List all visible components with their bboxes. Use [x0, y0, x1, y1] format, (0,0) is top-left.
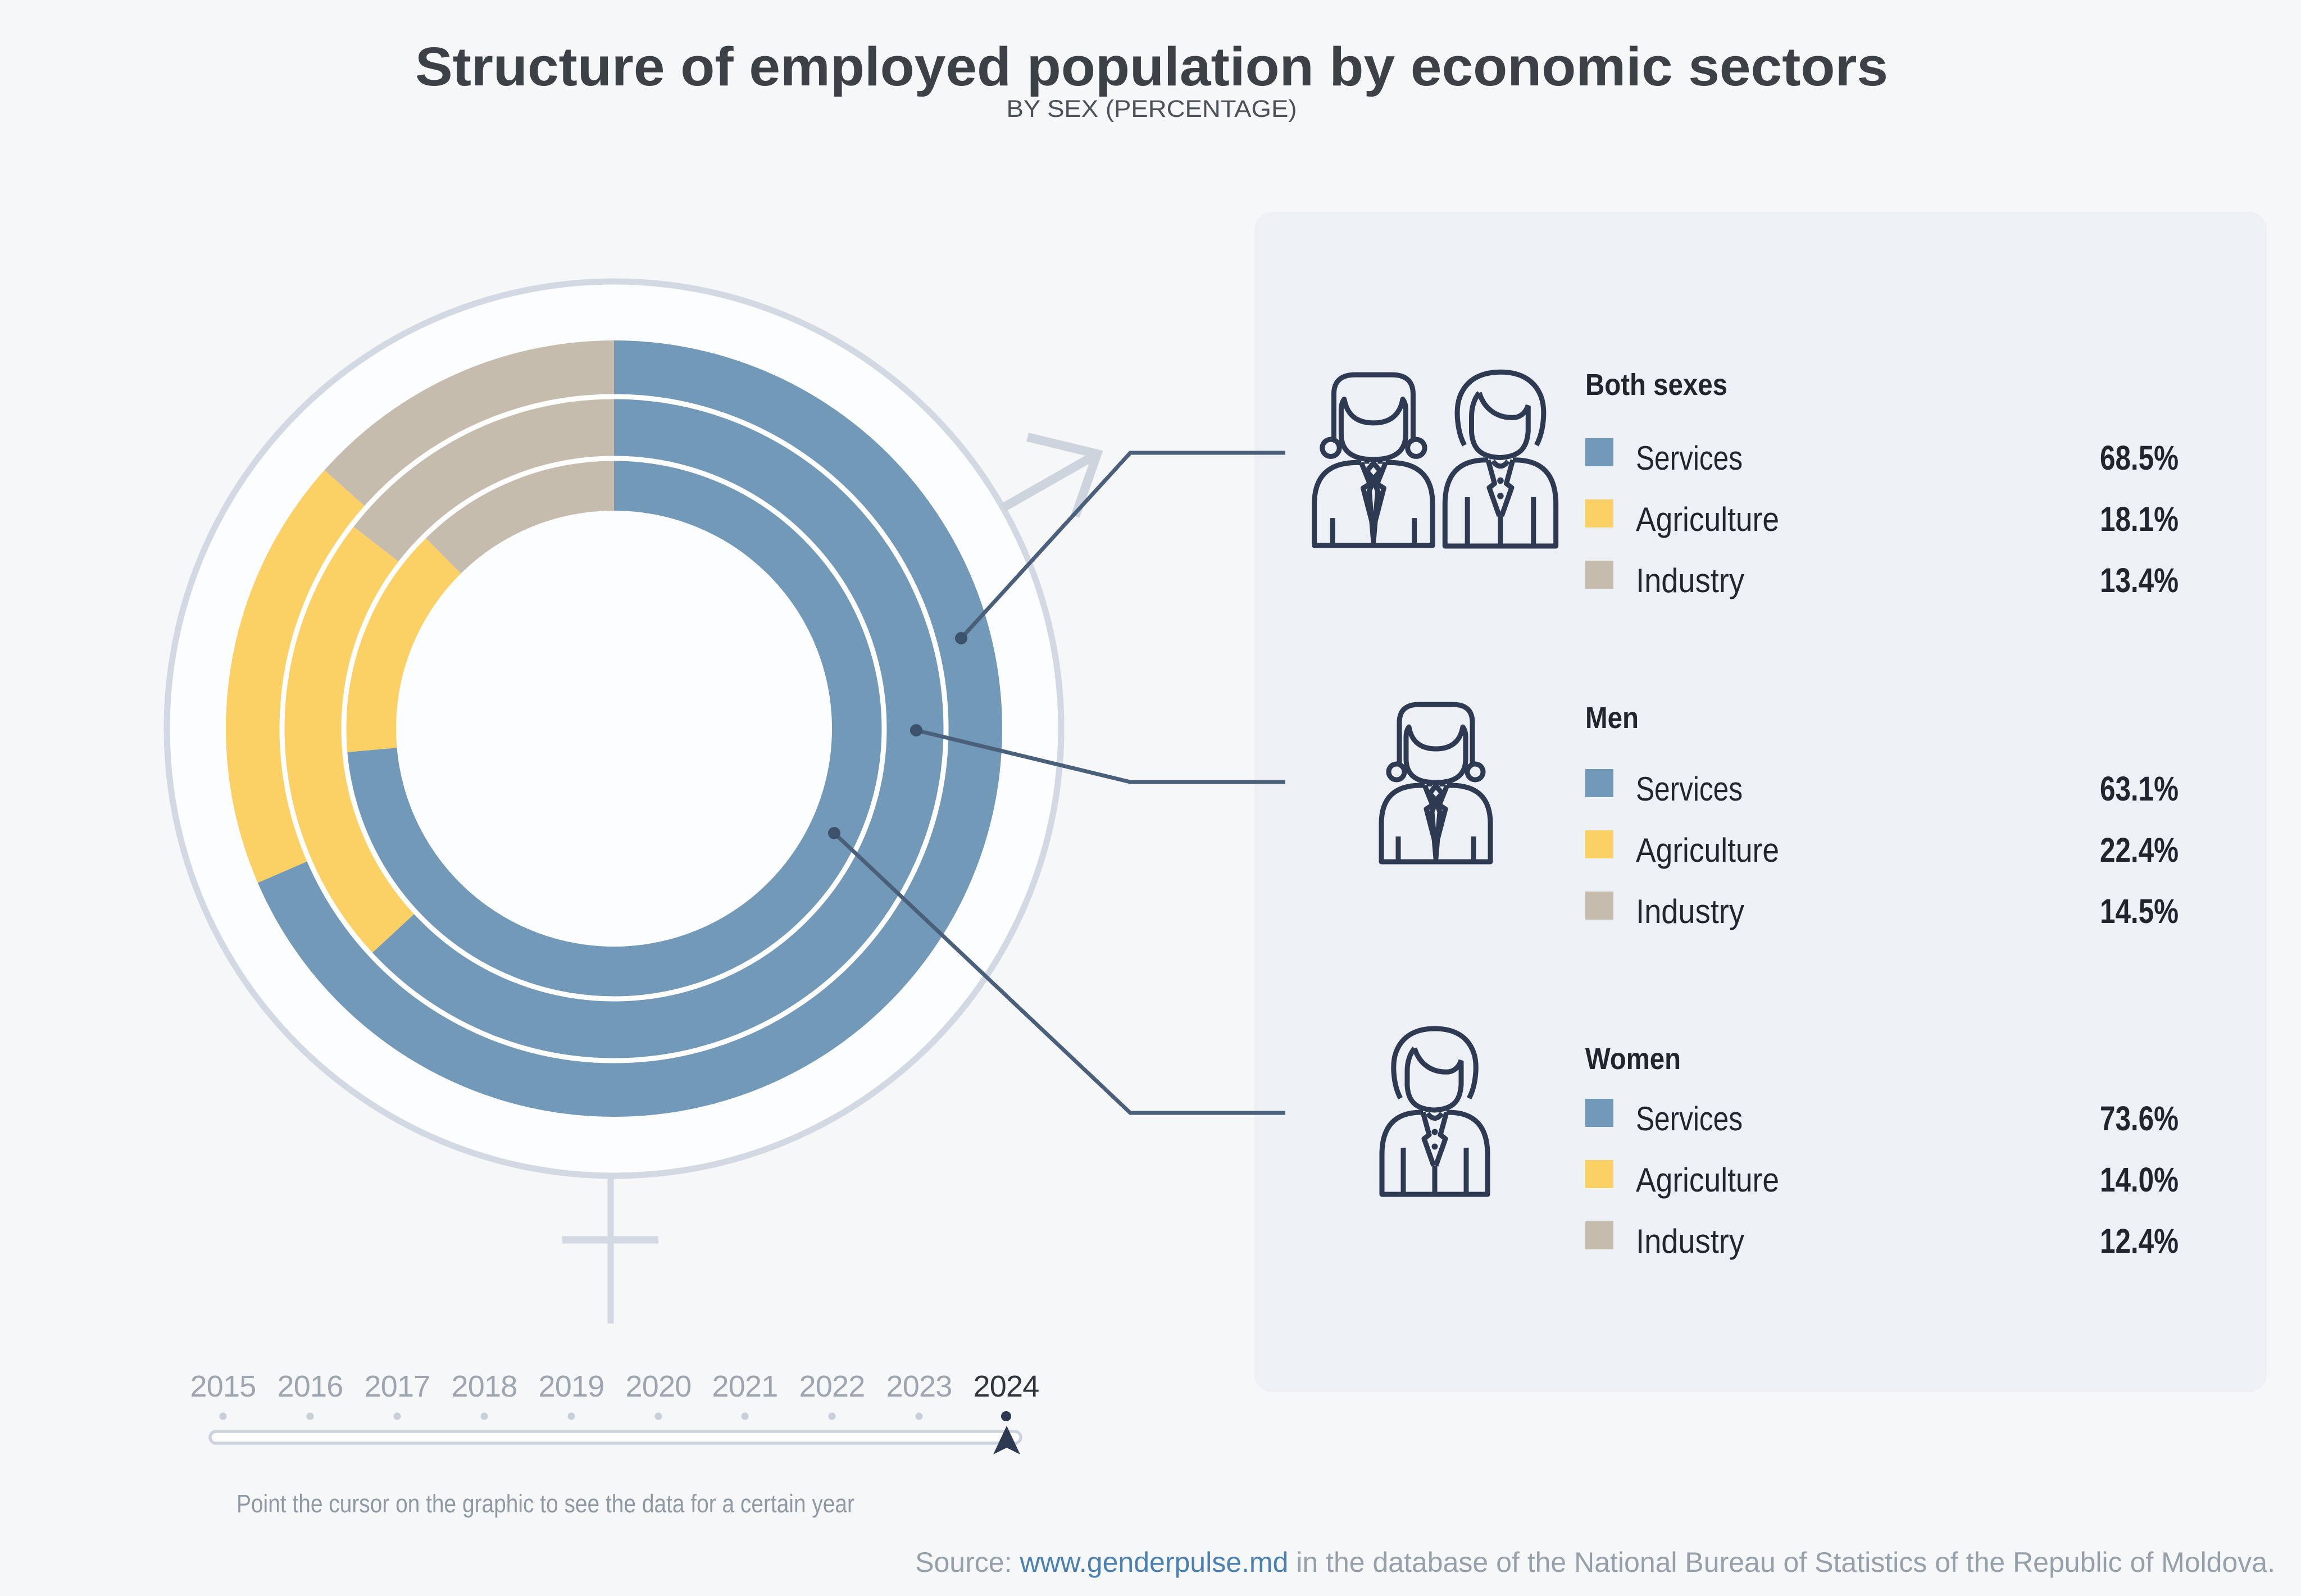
- svg-text:2023: 2023: [886, 1370, 952, 1403]
- svg-text:Women: Women: [1585, 1042, 1681, 1076]
- svg-text:2021: 2021: [712, 1370, 778, 1403]
- svg-text:Services: Services: [1636, 439, 1743, 477]
- svg-text:14.0%: 14.0%: [2100, 1161, 2179, 1199]
- svg-text:18.1%: 18.1%: [2100, 500, 2179, 538]
- svg-text:2018: 2018: [452, 1370, 517, 1403]
- svg-text:BY SEX (PERCENTAGE): BY SEX (PERCENTAGE): [1007, 96, 1297, 122]
- svg-text:2016: 2016: [278, 1370, 343, 1403]
- svg-text:Services: Services: [1636, 1100, 1743, 1138]
- svg-text:Men: Men: [1585, 701, 1639, 735]
- svg-text:Industry: Industry: [1636, 562, 1744, 599]
- svg-text:Agriculture: Agriculture: [1636, 501, 1779, 538]
- svg-text:22.4%: 22.4%: [2100, 831, 2179, 869]
- svg-text:12.4%: 12.4%: [2100, 1222, 2179, 1260]
- svg-text:Agriculture: Agriculture: [1636, 1161, 1779, 1199]
- svg-text:Source: www.genderpulse.md in: Source: www.genderpulse.md in the databa…: [915, 1547, 2275, 1578]
- svg-text:2015: 2015: [190, 1370, 256, 1403]
- svg-text:14.5%: 14.5%: [2100, 892, 2179, 930]
- svg-text:13.4%: 13.4%: [2100, 561, 2179, 599]
- svg-text:Industry: Industry: [1636, 1222, 1744, 1260]
- svg-text:Industry: Industry: [1636, 893, 1744, 930]
- svg-text:73.6%: 73.6%: [2100, 1099, 2179, 1138]
- svg-text:68.5%: 68.5%: [2100, 439, 2179, 477]
- svg-text:2022: 2022: [799, 1370, 865, 1403]
- svg-text:2020: 2020: [626, 1370, 692, 1403]
- svg-text:2017: 2017: [365, 1370, 430, 1403]
- svg-text:2019: 2019: [539, 1370, 604, 1403]
- svg-text:Point the cursor on the graphi: Point the cursor on the graphic to see t…: [237, 1489, 854, 1518]
- svg-text:Agriculture: Agriculture: [1636, 831, 1779, 869]
- svg-text:Structure of employed populati: Structure of employed population by econ…: [415, 36, 1888, 97]
- svg-text:63.1%: 63.1%: [2100, 770, 2179, 808]
- svg-text:Services: Services: [1636, 770, 1743, 808]
- svg-text:2024: 2024: [974, 1370, 1039, 1403]
- svg-text:Both sexes: Both sexes: [1585, 368, 1727, 402]
